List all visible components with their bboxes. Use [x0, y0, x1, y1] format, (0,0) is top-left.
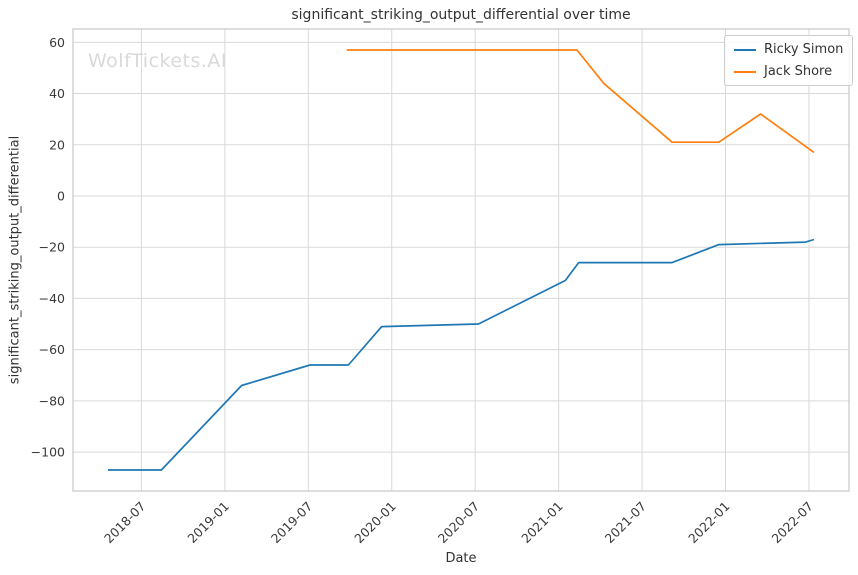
- x-tick-label: 2018-07: [101, 499, 149, 547]
- legend-item: Ricky Simon: [734, 42, 843, 57]
- y-tick-label: −40: [39, 291, 65, 306]
- x-tick-label: 2022-01: [685, 499, 733, 547]
- series-line: [346, 49, 815, 154]
- series-line: [108, 238, 815, 471]
- x-tick-label: 2021-07: [602, 499, 650, 547]
- y-tick-label: −60: [39, 342, 65, 357]
- y-tick-label: 20: [49, 137, 65, 152]
- y-tick-label: −100: [31, 445, 65, 460]
- chart-title: significant_striking_output_differential…: [291, 7, 631, 23]
- watermark: WolfTickets.AI: [88, 50, 228, 72]
- y-axis-label: significant_striking_output_differential: [7, 135, 23, 385]
- x-tick-label: 2020-07: [435, 499, 483, 547]
- legend-label: Ricky Simon: [764, 42, 844, 57]
- x-axis-label: Date: [445, 551, 477, 566]
- plot-border: [72, 28, 850, 492]
- y-tick-label: 0: [57, 188, 65, 203]
- legend-item: Jack Shore: [734, 64, 843, 79]
- x-tick-label: 2020-01: [351, 499, 399, 547]
- legend-line-swatch: [734, 48, 756, 51]
- y-tick-label: −80: [39, 393, 65, 408]
- legend-line-swatch: [734, 70, 756, 73]
- y-tick-label: −20: [39, 240, 65, 255]
- legend-label: Jack Shore: [764, 64, 833, 79]
- x-tick-label: 2022-07: [769, 499, 817, 547]
- x-tick-label: 2019-07: [268, 499, 316, 547]
- legend: Ricky Simon Jack Shore: [724, 35, 854, 86]
- x-tick-label: 2019-01: [184, 499, 232, 547]
- x-tick-label: 2021-01: [518, 499, 566, 547]
- y-tick-label: 60: [49, 35, 65, 50]
- y-tick-label: 40: [49, 86, 65, 101]
